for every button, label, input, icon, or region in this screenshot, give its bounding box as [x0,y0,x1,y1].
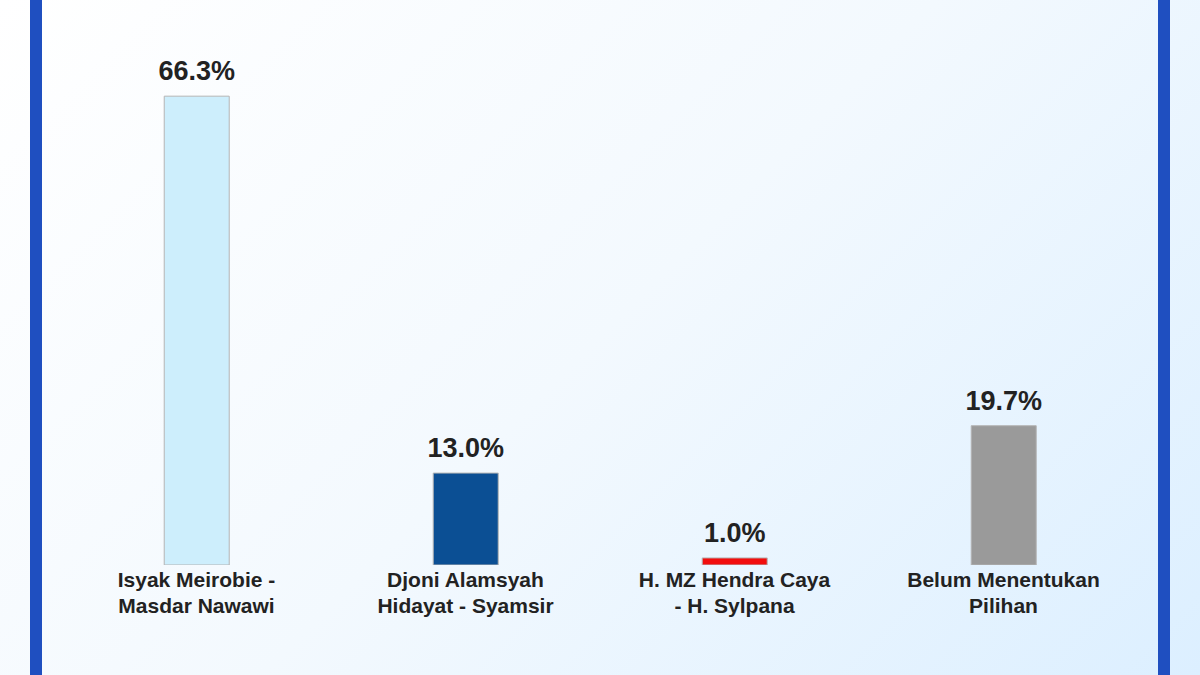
svg-text:Belum MenentukanPilihan: Belum MenentukanPilihan [907,568,1100,617]
svg-text:H. MZ Hendra Caya- H. Sylpana: H. MZ Hendra Caya- H. Sylpana [639,568,831,617]
svg-text:66.3%: 66.3% [158,56,235,86]
svg-text:Djoni AlamsyahHidayat - Syamsi: Djoni AlamsyahHidayat - Syamsir [377,568,553,617]
svg-text:13.0%: 13.0% [427,433,504,463]
svg-text:19.7%: 19.7% [965,386,1042,416]
svg-text:1.0%: 1.0% [704,518,766,548]
svg-text:Isyak Meirobie -Masdar Nawawi: Isyak Meirobie -Masdar Nawawi [118,568,276,617]
